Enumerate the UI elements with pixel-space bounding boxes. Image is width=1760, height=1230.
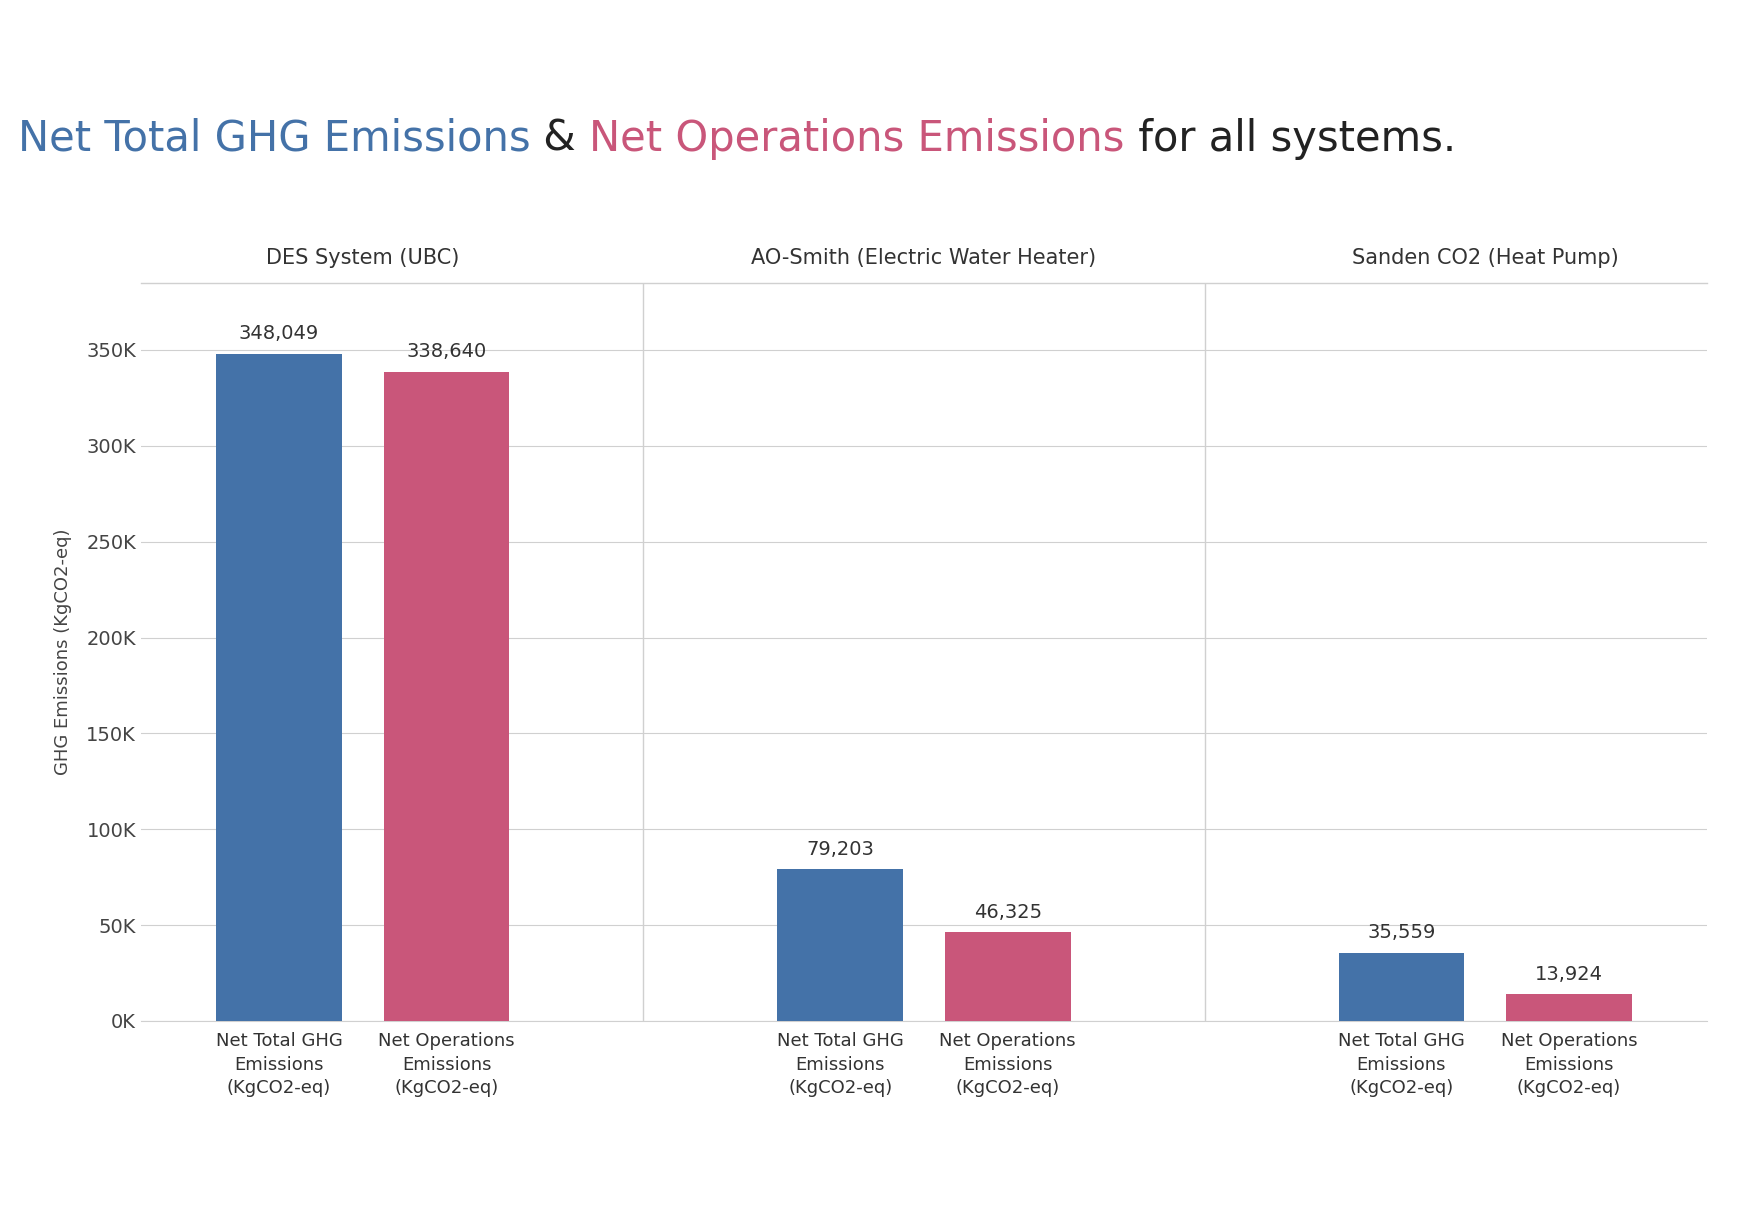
Text: 348,049: 348,049 — [239, 325, 319, 343]
Text: Sanden CO2 (Heat Pump): Sanden CO2 (Heat Pump) — [1352, 248, 1619, 268]
Bar — [384, 371, 509, 1021]
Text: 338,640: 338,640 — [407, 342, 488, 362]
Text: 79,203: 79,203 — [806, 840, 875, 859]
Text: 13,924: 13,924 — [1535, 964, 1603, 984]
Bar — [778, 870, 903, 1021]
Bar — [1507, 994, 1632, 1021]
Text: Net Total GHG Emissions: Net Total GHG Emissions — [18, 118, 530, 160]
Text: AO-Smith (Electric Water Heater): AO-Smith (Electric Water Heater) — [752, 248, 1096, 268]
Bar — [1339, 953, 1464, 1021]
Text: Net Operations Emissions: Net Operations Emissions — [590, 118, 1125, 160]
Bar — [945, 932, 1070, 1021]
Text: DES System (UBC): DES System (UBC) — [266, 248, 459, 268]
Text: 46,325: 46,325 — [973, 903, 1042, 921]
Y-axis label: GHG Emissions (KgCO2-eq): GHG Emissions (KgCO2-eq) — [55, 529, 72, 775]
Text: &: & — [530, 118, 590, 160]
Text: for all systems.: for all systems. — [1125, 118, 1456, 160]
Bar — [216, 354, 341, 1021]
Text: 35,559: 35,559 — [1368, 924, 1436, 942]
